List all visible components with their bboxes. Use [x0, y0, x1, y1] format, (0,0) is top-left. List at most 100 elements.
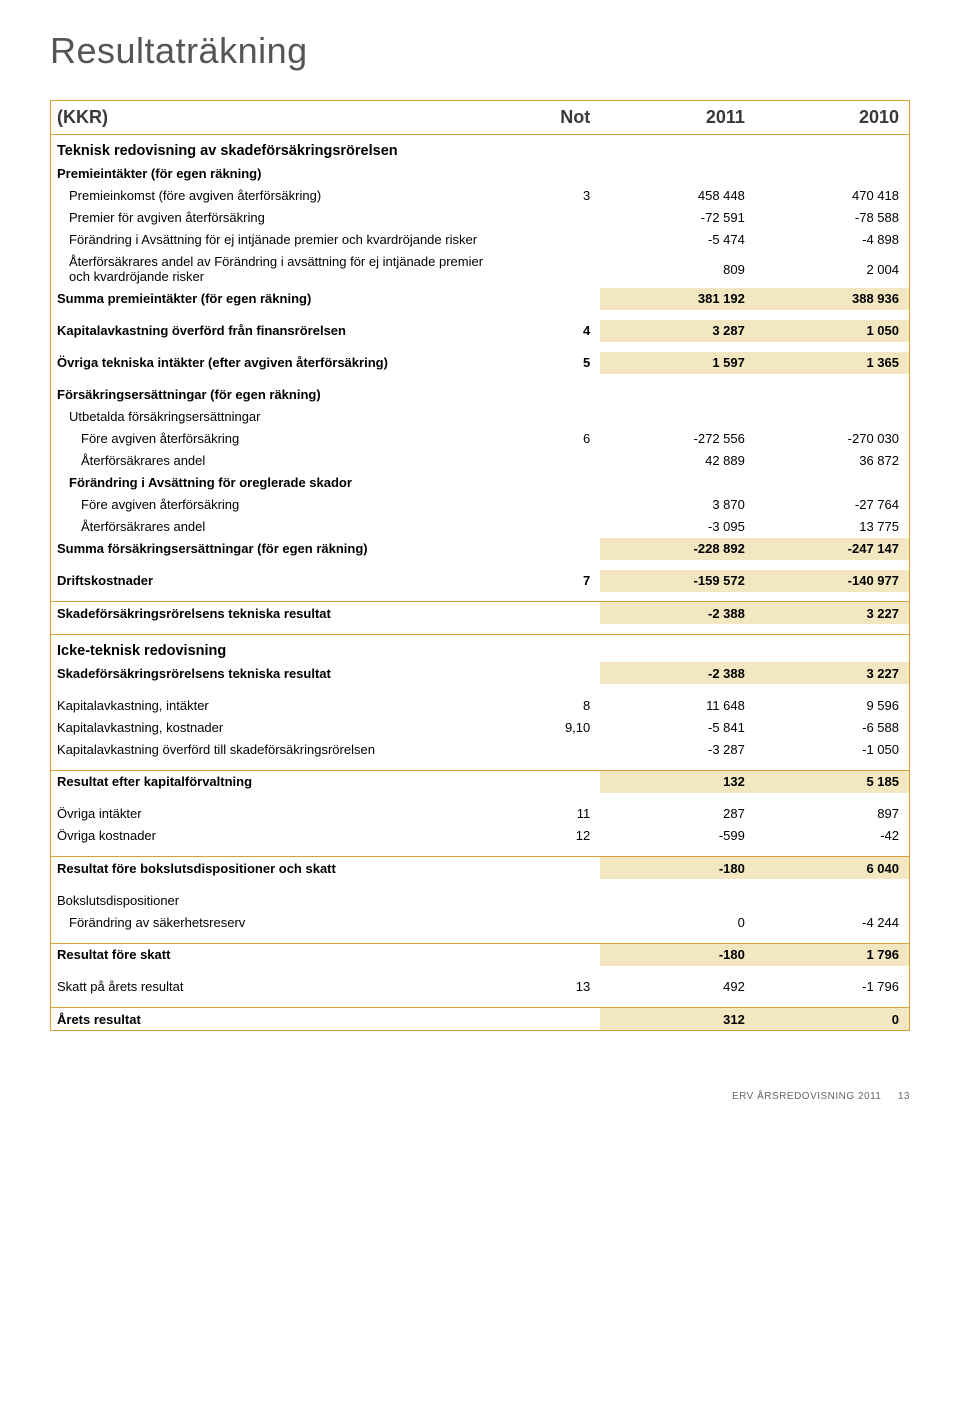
- col-header-2011: 2011: [600, 101, 755, 135]
- row-not: [506, 384, 600, 406]
- row-value-2010: -1 050: [755, 738, 910, 760]
- row-label: Försäkringsersättningar (för egen räknin…: [51, 384, 506, 406]
- table-row: Driftskostnader7-159 572-140 977: [51, 570, 910, 592]
- row-value-2011: 3 287: [600, 320, 755, 342]
- table-row: Bokslutsdispositioner: [51, 889, 910, 911]
- table-row: Resultat efter kapitalförvaltning1325 18…: [51, 770, 910, 793]
- row-not: [506, 494, 600, 516]
- row-not: 12: [506, 825, 600, 847]
- row-label: Resultat efter kapitalförvaltning: [51, 770, 506, 793]
- row-value-2011: -599: [600, 825, 755, 847]
- table-row: Övriga kostnader12-599-42: [51, 825, 910, 847]
- row-value-2011: [600, 889, 755, 911]
- row-value-2010: 9 596: [755, 694, 910, 716]
- row-not: [506, 251, 600, 288]
- row-label: Förändring av säkerhetsreserv: [51, 911, 506, 933]
- table-row: [51, 966, 910, 976]
- row-value-2011: 312: [600, 1008, 755, 1031]
- table-row: Skadeförsäkringsrörelsens tekniska resul…: [51, 662, 910, 684]
- row-not: 3: [506, 185, 600, 207]
- row-value-2011: 287: [600, 803, 755, 825]
- table-row: Försäkringsersättningar (för egen räknin…: [51, 384, 910, 406]
- row-label: Återförsäkrares andel: [51, 450, 506, 472]
- row-label: Årets resultat: [51, 1008, 506, 1031]
- row-label: Återförsäkrares andel av Förändring i av…: [51, 251, 506, 288]
- row-label: Teknisk redovisning av skadeförsäkringsr…: [51, 135, 506, 163]
- income-statement-table: (KKR) Not 2011 2010 Teknisk redovisning …: [50, 100, 910, 1031]
- row-not: [506, 207, 600, 229]
- table-row: Skatt på årets resultat13492-1 796: [51, 976, 910, 998]
- row-value-2011: 809: [600, 251, 755, 288]
- row-value-2011: -3 287: [600, 738, 755, 760]
- row-value-2011: -180: [600, 943, 755, 966]
- row-label: Resultat före bokslutsdispositioner och …: [51, 857, 506, 880]
- table-row: Premieinkomst (före avgiven återförsäkri…: [51, 185, 910, 207]
- row-value-2011: -272 556: [600, 428, 755, 450]
- row-label: Summa försäkringsersättningar (för egen …: [51, 538, 506, 560]
- row-not: [506, 472, 600, 494]
- row-value-2011: 11 648: [600, 694, 755, 716]
- row-not: [506, 516, 600, 538]
- row-value-2010: -1 796: [755, 976, 910, 998]
- row-value-2011: [600, 406, 755, 428]
- row-label: Skatt på årets resultat: [51, 976, 506, 998]
- table-row: Före avgiven återförsäkring3 870-27 764: [51, 494, 910, 516]
- table-row: Teknisk redovisning av skadeförsäkringsr…: [51, 135, 910, 163]
- row-label: Driftskostnader: [51, 570, 506, 592]
- table-row: Utbetalda försäkringsersättningar: [51, 406, 910, 428]
- table-row: Kapitalavkastning, intäkter811 6489 596: [51, 694, 910, 716]
- table-row: Premier för avgiven återförsäkring-72 59…: [51, 207, 910, 229]
- table-row: [51, 998, 910, 1008]
- table-row: Premieintäkter (för egen räkning): [51, 163, 910, 185]
- row-value-2011: [600, 135, 755, 163]
- row-not: [506, 943, 600, 966]
- table-row: Återförsäkrares andel42 88936 872: [51, 450, 910, 472]
- row-label: Övriga kostnader: [51, 825, 506, 847]
- row-value-2010: 3 227: [755, 602, 910, 625]
- table-row: Före avgiven återförsäkring6-272 556-270…: [51, 428, 910, 450]
- table-row: Årets resultat3120: [51, 1008, 910, 1031]
- row-value-2011: 381 192: [600, 288, 755, 310]
- row-value-2010: 3 227: [755, 662, 910, 684]
- row-value-2010: [755, 472, 910, 494]
- row-value-2010: -270 030: [755, 428, 910, 450]
- row-not: [506, 889, 600, 911]
- row-value-2011: -2 388: [600, 662, 755, 684]
- row-value-2010: 13 775: [755, 516, 910, 538]
- row-not: [506, 135, 600, 163]
- row-value-2011: 458 448: [600, 185, 755, 207]
- row-label: Bokslutsdispositioner: [51, 889, 506, 911]
- row-value-2011: [600, 384, 755, 406]
- table-row: [51, 560, 910, 570]
- row-value-2010: [755, 135, 910, 163]
- row-not: 4: [506, 320, 600, 342]
- table-row: [51, 933, 910, 943]
- row-label: Resultat före skatt: [51, 943, 506, 966]
- row-label: Premieinkomst (före avgiven återförsäkri…: [51, 185, 506, 207]
- footer-text: ERV ÅRSREDOVISNING 2011: [732, 1091, 882, 1102]
- row-value-2011: -5 841: [600, 716, 755, 738]
- table-row: [51, 793, 910, 803]
- row-value-2010: 2 004: [755, 251, 910, 288]
- row-value-2010: 36 872: [755, 450, 910, 472]
- row-not: [506, 229, 600, 251]
- row-value-2010: 1 365: [755, 352, 910, 374]
- row-label: Övriga intäkter: [51, 803, 506, 825]
- row-label: Kapitalavkastning överförd till skadeför…: [51, 738, 506, 760]
- row-not: [506, 770, 600, 793]
- table-row: Förändring i Avsättning för oreglerade s…: [51, 472, 910, 494]
- row-value-2011: [600, 472, 755, 494]
- row-value-2011: -3 095: [600, 516, 755, 538]
- table-row: Skadeförsäkringsrörelsens tekniska resul…: [51, 602, 910, 625]
- row-value-2011: -159 572: [600, 570, 755, 592]
- row-label: Premieintäkter (för egen räkning): [51, 163, 506, 185]
- row-value-2010: 1 796: [755, 943, 910, 966]
- row-label: Före avgiven återförsäkring: [51, 428, 506, 450]
- page-title: Resultaträkning: [50, 30, 910, 72]
- row-value-2011: -180: [600, 857, 755, 880]
- table-row: Kapitalavkastning, kostnader9,10-5 841-6…: [51, 716, 910, 738]
- table-row: [51, 847, 910, 857]
- row-value-2010: -6 588: [755, 716, 910, 738]
- row-not: [506, 538, 600, 560]
- table-row: [51, 592, 910, 602]
